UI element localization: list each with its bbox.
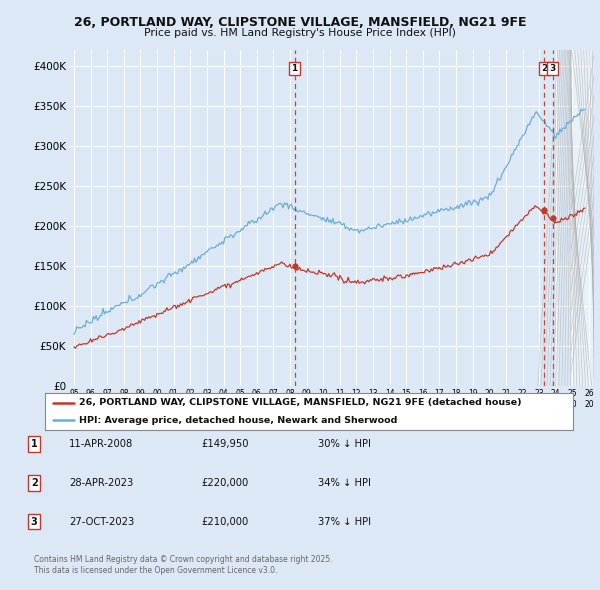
Text: Contains HM Land Registry data © Crown copyright and database right 2025.
This d: Contains HM Land Registry data © Crown c… xyxy=(34,555,332,575)
Text: 1: 1 xyxy=(31,439,38,448)
Text: 28-APR-2023: 28-APR-2023 xyxy=(69,478,133,487)
Text: 2: 2 xyxy=(31,478,38,487)
Text: Price paid vs. HM Land Registry's House Price Index (HPI): Price paid vs. HM Land Registry's House … xyxy=(144,28,456,38)
Text: 3: 3 xyxy=(550,64,556,73)
Text: 26, PORTLAND WAY, CLIPSTONE VILLAGE, MANSFIELD, NG21 9FE: 26, PORTLAND WAY, CLIPSTONE VILLAGE, MAN… xyxy=(74,16,526,29)
Text: 1: 1 xyxy=(292,64,298,73)
Text: 11-APR-2008: 11-APR-2008 xyxy=(69,439,133,448)
Text: £210,000: £210,000 xyxy=(201,517,248,526)
Text: £149,950: £149,950 xyxy=(201,439,248,448)
Text: 34% ↓ HPI: 34% ↓ HPI xyxy=(318,478,371,487)
Text: 2: 2 xyxy=(541,64,548,73)
Text: 37% ↓ HPI: 37% ↓ HPI xyxy=(318,517,371,526)
Text: 30% ↓ HPI: 30% ↓ HPI xyxy=(318,439,371,448)
Text: 26, PORTLAND WAY, CLIPSTONE VILLAGE, MANSFIELD, NG21 9FE (detached house): 26, PORTLAND WAY, CLIPSTONE VILLAGE, MAN… xyxy=(79,398,522,407)
Text: 27-OCT-2023: 27-OCT-2023 xyxy=(69,517,134,526)
Text: HPI: Average price, detached house, Newark and Sherwood: HPI: Average price, detached house, Newa… xyxy=(79,416,398,425)
Text: 3: 3 xyxy=(31,517,38,526)
Text: £220,000: £220,000 xyxy=(201,478,248,487)
Bar xyxy=(571,50,594,386)
